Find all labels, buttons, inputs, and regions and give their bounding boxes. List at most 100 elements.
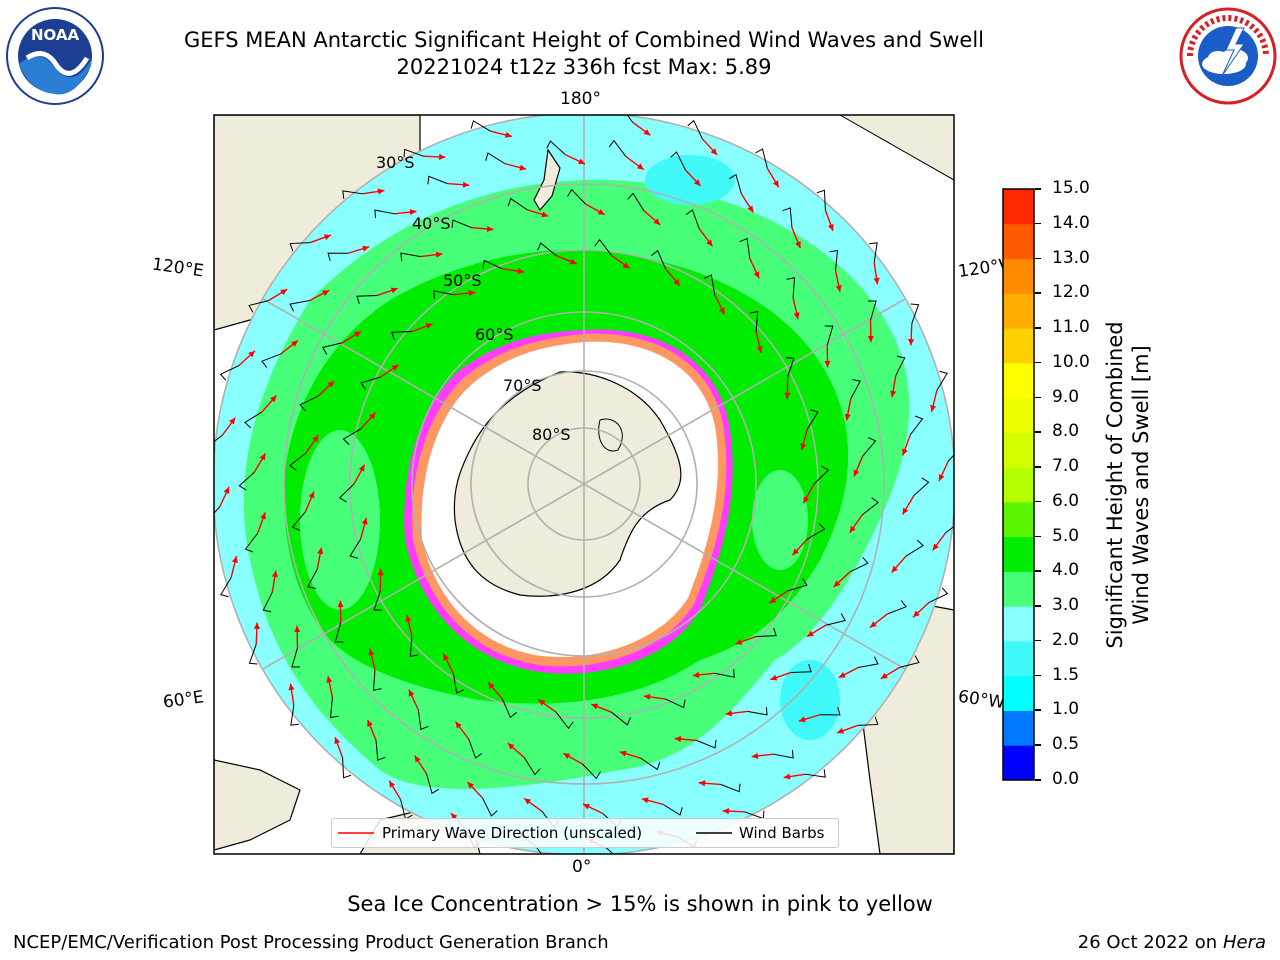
wave-direction-arrowhead [322, 290, 330, 296]
wave-direction-arrowhead [541, 211, 549, 218]
wind-barb [426, 773, 440, 795]
wind-barb [534, 845, 543, 854]
wave-direction-arrowhead [751, 752, 759, 759]
wind-barb [739, 237, 751, 259]
wind-barb [785, 357, 795, 378]
wave-direction-arrowhead [361, 517, 368, 525]
wind-barb [703, 274, 716, 295]
wave-direction-arrowhead [270, 395, 277, 403]
colorbar-segment [1003, 293, 1034, 329]
wind-barb [824, 325, 834, 346]
wind-barb [417, 709, 429, 731]
wind-barb [485, 152, 506, 165]
wind-barb [806, 409, 819, 430]
graticule [214, 115, 954, 854]
lat-label-70s: 70°S [503, 376, 542, 395]
wave-direction-arrowhead [337, 600, 344, 608]
wave-direction-arrowhead [312, 435, 319, 443]
wind-barb [611, 711, 631, 726]
wind-barb [582, 763, 601, 780]
wave-direction-arrowhead [930, 405, 937, 412]
wave-direction-arrowhead [248, 350, 255, 358]
lat-label-60s: 60°S [475, 325, 514, 344]
colorbar-segment [1003, 745, 1034, 781]
wave-direction-arrowhead [260, 512, 266, 520]
colorbar-tick-mark [1035, 639, 1041, 642]
sea-ice-caption: Sea Ice Concentration > 15% is shown in … [347, 892, 933, 916]
wave-direction-arrowhead [735, 638, 743, 645]
wave-direction-arrowhead [793, 312, 800, 320]
footer-date: 26 Oct 2022 on Hera [1078, 932, 1266, 953]
wind-barb [307, 568, 318, 589]
wind-barb [248, 300, 269, 313]
wave-direction-arrowhead [582, 803, 590, 810]
colorbar-tick-label: 1.0 [1052, 699, 1080, 720]
wave-direction-arrowhead [369, 412, 376, 420]
wind-barb [299, 395, 319, 412]
wind-barb [507, 197, 528, 211]
colorbar-tick-label: 5.0 [1052, 525, 1080, 546]
colorbar-tick-label: 12.0 [1052, 282, 1090, 303]
pacific-corner [838, 115, 954, 181]
colorbar-title-line2: Wind Waves and Swell [m] [1129, 345, 1153, 625]
wind-barb [687, 119, 703, 139]
wind-barb [391, 330, 412, 341]
wind-barb [895, 355, 906, 376]
colorbar [1002, 188, 1035, 781]
wave-direction-arrowhead [435, 251, 443, 258]
wind-barb [857, 716, 879, 726]
wave-direction-arrowhead [827, 223, 834, 231]
wave-direction-arrowhead [674, 736, 682, 743]
wind-barb [816, 189, 826, 211]
wave-direction-arrowhead [725, 710, 733, 717]
colorbar-tick-mark [1035, 744, 1041, 746]
wind-barb [929, 587, 949, 603]
colorbar-segment [1003, 189, 1034, 225]
wave-direction-arrowhead [354, 331, 362, 338]
wave-direction-arrowhead [390, 287, 398, 294]
wave-direction-arrowhead [323, 234, 331, 241]
wave-direction-arrowhead [377, 188, 385, 195]
wind-barb [327, 252, 349, 262]
colorbar-segment [1003, 571, 1034, 607]
wind-barb [773, 749, 794, 759]
lat-label-30s: 30°S [376, 153, 415, 172]
wave-direction-arrowhead [769, 597, 777, 604]
colorbar-segment [1003, 606, 1034, 642]
wind-barb [786, 277, 796, 298]
wave-direction-arrowhead [569, 258, 577, 265]
wave-direction-arrowhead [317, 547, 324, 555]
wind-barb [214, 506, 221, 514]
wind-barb [482, 259, 503, 270]
wave-direction-arrowhead [783, 773, 791, 780]
wind-barb [329, 697, 339, 719]
wind-barb [791, 664, 812, 673]
wave-direction-arrowhead [367, 719, 373, 727]
wave-direction-arrowhead [622, 262, 630, 269]
chart-subtitle: 20221024 t12z 336h fcst Max: 5.89 [396, 55, 772, 79]
colorbar-tick-mark [1035, 709, 1041, 711]
map-frame [213, 114, 955, 855]
wind-barb [338, 483, 355, 503]
wind-barbs-legend-label: Wind Barbs [739, 824, 825, 842]
wind-barb [546, 140, 566, 155]
footer-credit: NCEP/EMC/Verification Post Processing Pr… [13, 932, 609, 953]
colorbar-tick-label: 6.0 [1052, 490, 1080, 511]
wind-barb [290, 705, 299, 726]
wave-direction-arrowhead [517, 268, 525, 275]
wind-barb [523, 757, 541, 776]
colorbar-tick-mark [1035, 466, 1041, 468]
wind-barb [805, 769, 826, 778]
wave-direction-arrowhead [798, 716, 806, 723]
noaa-logo: NOAA [6, 7, 104, 105]
wave-direction-arrowhead [870, 621, 877, 628]
wave-direction-arrowhead [806, 630, 814, 637]
wind-barb [714, 669, 735, 678]
wind-barb [219, 365, 239, 381]
wave-direction-arrowhead [792, 548, 799, 556]
wave-direction-arrowhead [880, 672, 888, 679]
wind-barb [214, 434, 223, 443]
wave-direction-arrowhead [288, 683, 295, 691]
wave-direction-arrowhead [271, 570, 278, 578]
wave-direction-arrowhead [443, 653, 450, 661]
